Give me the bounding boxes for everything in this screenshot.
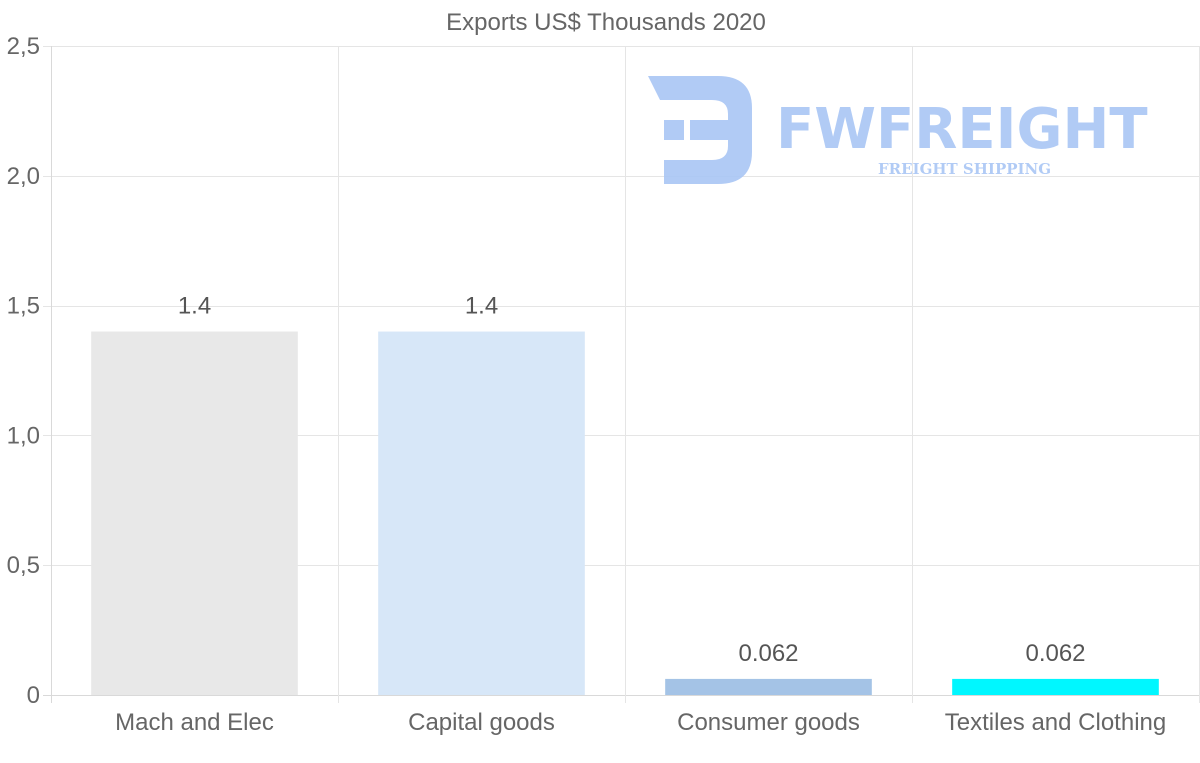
bar	[91, 331, 298, 695]
y-tick-label: 1,5	[7, 293, 40, 320]
data-label: 0.062	[1025, 640, 1085, 667]
bar	[665, 678, 872, 695]
y-tick-label: 2,5	[7, 33, 40, 60]
watermark-brand: FWFREIGHT	[776, 97, 1148, 162]
chart-title: Exports US$ Thousands 2020	[446, 9, 766, 36]
y-axis-ticks: 0 0,5 1,0 1,5 2,0 2,5	[7, 33, 40, 709]
bar	[378, 331, 585, 695]
data-labels: 1.4 1.4 0.062 0.062	[178, 293, 1086, 667]
y-tick-label: 2,0	[7, 163, 40, 190]
watermark: FWFREIGHT FREIGHT SHIPPING	[648, 76, 1148, 184]
y-tick-label: 1,0	[7, 422, 40, 449]
x-axis-ticks: Mach and Elec Capital goods Consumer goods…	[115, 709, 1166, 736]
bars	[91, 331, 1159, 695]
watermark-logo-icon	[648, 76, 752, 184]
x-tick-label: Consumer goods	[677, 709, 860, 736]
watermark-tagline: FREIGHT SHIPPING	[878, 160, 1051, 178]
x-tick-label: Textiles and Clothing	[945, 709, 1166, 736]
data-label: 0.062	[738, 640, 798, 667]
bar	[952, 678, 1159, 695]
x-tick-label: Capital goods	[408, 709, 555, 736]
y-tick-label: 0,5	[7, 552, 40, 579]
data-label: 1.4	[465, 293, 498, 320]
x-tick-label: Mach and Elec	[115, 709, 274, 736]
y-tick-label: 0	[27, 682, 40, 709]
data-label: 1.4	[178, 293, 211, 320]
